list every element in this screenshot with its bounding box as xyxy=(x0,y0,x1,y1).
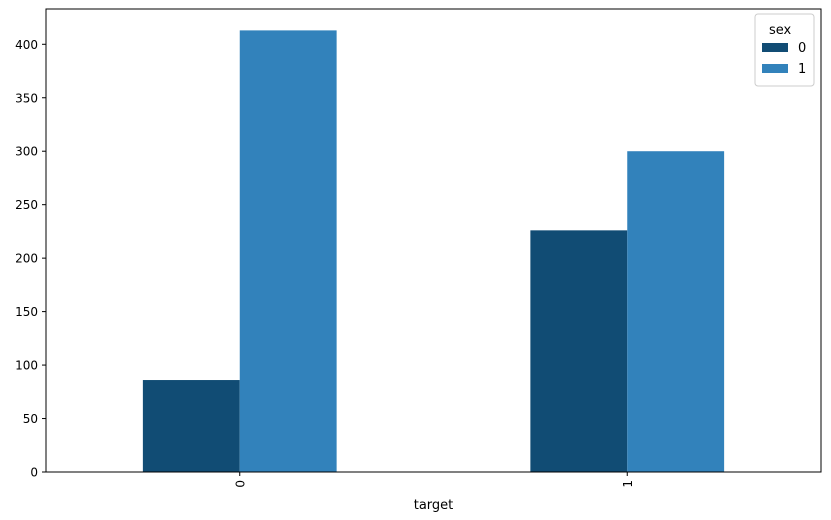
legend-title: sex xyxy=(769,23,792,38)
y-axis: 0 50 100 150 200 250 300 350 400 xyxy=(15,38,46,480)
bar-0-series-0 xyxy=(142,380,240,472)
legend-label: 1 xyxy=(798,62,806,77)
y-tick-label: 100 xyxy=(15,359,38,373)
legend-swatch xyxy=(762,43,788,52)
y-tick-label: 250 xyxy=(15,198,38,212)
y-tick-label: 200 xyxy=(15,252,38,266)
x-axis-label: target xyxy=(414,498,454,513)
legend-label: 0 xyxy=(798,41,806,56)
bar-1-series-1 xyxy=(627,151,725,472)
y-tick-label: 400 xyxy=(15,38,38,52)
x-tick-label: 0 xyxy=(233,480,247,488)
y-tick-label: 150 xyxy=(15,305,38,319)
y-tick-label: 300 xyxy=(15,145,38,159)
legend: sex 0 1 xyxy=(754,13,815,87)
y-tick-label: 0 xyxy=(30,466,38,480)
legend-swatch xyxy=(762,64,788,73)
bar-1-series-0 xyxy=(530,230,628,472)
x-tick-label: 1 xyxy=(621,480,635,488)
y-tick-label: 350 xyxy=(15,91,38,105)
bar-0-series-1 xyxy=(239,30,337,472)
plot-frame xyxy=(45,8,822,473)
bars-group xyxy=(142,30,725,472)
y-tick-label: 50 xyxy=(23,412,38,426)
